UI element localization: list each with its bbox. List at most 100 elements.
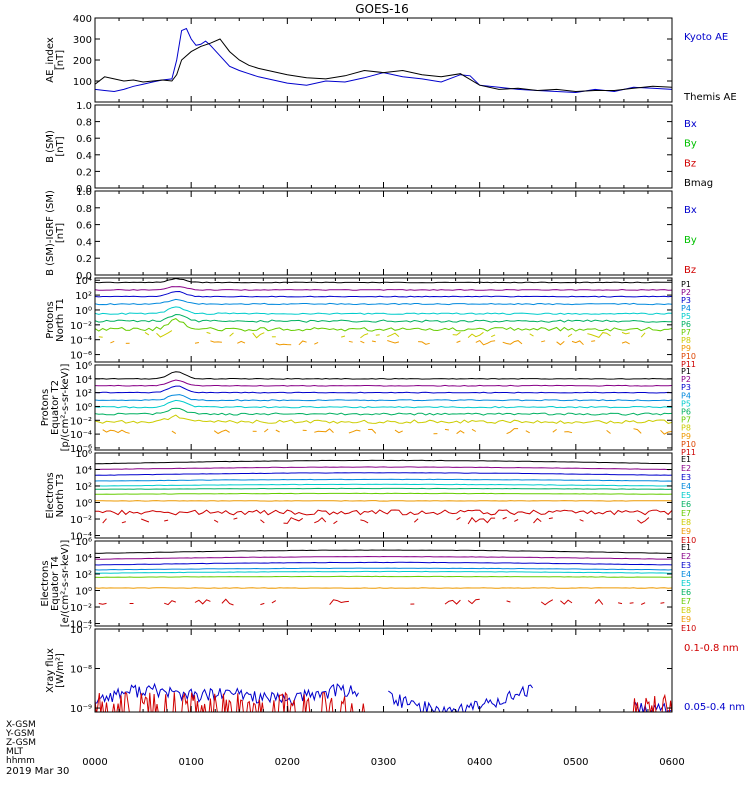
series-line (533, 517, 542, 524)
series-line (98, 602, 107, 605)
series-e8 (98, 598, 665, 606)
legend-bz: Bz (684, 158, 696, 169)
legend-themis-ae: Themis AE (683, 92, 737, 103)
panel-xray: 10⁻⁷ 10⁻⁸ 10⁻⁹ Xray flux [W/m²] 0.1-0.8 nm 0.0… (45, 625, 745, 715)
series-line (95, 38, 672, 93)
series-line (329, 599, 349, 606)
y-axis-label: Electrons (45, 472, 56, 518)
series-line (506, 600, 511, 603)
series-line (229, 332, 234, 337)
series-p9 (110, 339, 630, 346)
panel-data-electrons_t4 (95, 549, 672, 606)
y-axis-label: North T1 (55, 298, 66, 342)
series-e7 (95, 492, 672, 495)
series-line (237, 340, 246, 344)
series-e10 (102, 516, 650, 525)
series-e4 (95, 478, 672, 482)
y-axis-label: Equator T2 (50, 380, 61, 435)
series-e3 (95, 472, 672, 476)
series-line (368, 428, 377, 434)
legend-e7: E7 (681, 597, 691, 606)
series-line (95, 298, 672, 306)
legend-p3: P3 (681, 383, 691, 392)
series-line (194, 342, 199, 344)
series-line (471, 428, 477, 432)
series-line (95, 407, 672, 416)
series-line (271, 600, 277, 604)
series-line (640, 332, 646, 338)
series-line (633, 428, 642, 434)
series-line (371, 340, 376, 343)
series-line (360, 519, 369, 524)
series-line (660, 602, 665, 604)
series-line (567, 333, 573, 338)
series-line (541, 340, 546, 343)
series-line (333, 520, 338, 525)
legend-p4: P4 (681, 391, 691, 400)
series-line (210, 340, 222, 343)
series-line (95, 472, 672, 476)
series-e7 (95, 587, 672, 589)
legend-bx: Bx (684, 205, 697, 216)
series-line (95, 492, 672, 495)
y-tick-label: 10⁻² (70, 603, 92, 614)
series-p5 (95, 399, 672, 409)
legend-p6: P6 (681, 408, 691, 417)
y-tick-label: 10⁻⁶ (70, 351, 92, 362)
y-tick-label: 0.8 (76, 204, 92, 215)
legend-e8: E8 (681, 518, 691, 527)
panel-protons_t1: 10⁴ 10² 10⁰ 10⁻² 10⁻⁴ 10⁻⁶ Protons North T1 P1P2… (45, 276, 696, 369)
series-line (233, 517, 238, 520)
series-line (348, 340, 353, 343)
series-line (95, 290, 672, 298)
series-line (467, 516, 496, 525)
series-line (95, 394, 672, 402)
legend-p8: P8 (681, 424, 691, 433)
x-tick-label: 0000 (82, 757, 107, 768)
legend-e6: E6 (681, 588, 691, 597)
panel-frame (94, 540, 673, 627)
y-tick-label: 10⁴ (75, 554, 92, 565)
series-line (418, 341, 430, 345)
legend-by: By (684, 139, 697, 150)
series-line (164, 519, 169, 522)
legend-e2: E2 (681, 464, 691, 473)
series-line (621, 331, 630, 335)
y-tick-label: 0.2 (76, 254, 92, 265)
series-line (529, 333, 534, 337)
panel-frame (94, 452, 673, 539)
legend-p11: P11 (681, 448, 696, 457)
series-e5 (95, 483, 672, 487)
legend-p5: P5 (681, 399, 691, 408)
series-line (314, 517, 327, 524)
legend-e1: E1 (681, 543, 691, 552)
series-p3 (95, 290, 672, 298)
series-line (587, 332, 611, 338)
series-line (95, 549, 672, 554)
series-0-1-0-8-nm (95, 691, 672, 712)
series-e1 (95, 549, 672, 554)
x-tick-label: 0400 (467, 757, 492, 768)
y-axis-label: [e/(cm²-s-sr-keV)] (60, 540, 71, 628)
y-tick-label: 10⁻⁷ (70, 625, 92, 636)
time-axis: 0000 0100 0200 0300 0400 0500 0600 (82, 757, 684, 768)
y-axis-label: [p/(cm²-s-sr-keV)] (60, 364, 71, 452)
legend-e7: E7 (681, 509, 691, 518)
series-line (621, 341, 630, 345)
legend-e9: E9 (681, 527, 691, 536)
y-tick-label: 10⁻² (70, 515, 92, 526)
y-axis-label: B (SM)-IGRF (SM) (45, 190, 56, 276)
legend-p1: P1 (681, 367, 691, 376)
legend-bz: Bz (684, 265, 696, 276)
series-line (283, 517, 303, 524)
y-axis-label: [nT] (55, 136, 66, 156)
y-tick-label: 0.2 (76, 167, 92, 178)
series-line (95, 567, 672, 571)
y-tick-label: 10² (75, 570, 92, 581)
series-line (502, 516, 507, 520)
series-line (552, 428, 557, 433)
series-line (121, 521, 126, 524)
series-line (95, 379, 672, 387)
